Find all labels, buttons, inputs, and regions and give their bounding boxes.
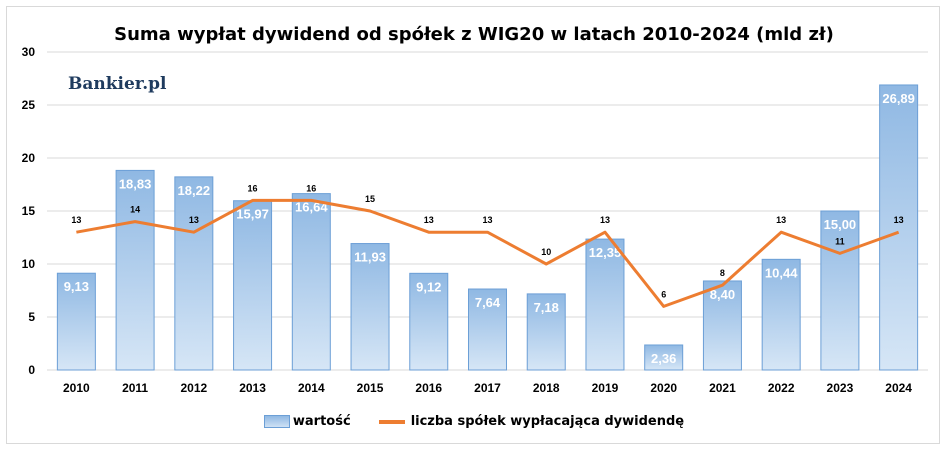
- bar: [409, 272, 449, 371]
- x-tick-label: 2017: [474, 381, 501, 395]
- x-tick-label: 2012: [180, 381, 207, 395]
- series-line: [76, 198, 900, 308]
- x-tick-label: 2011: [122, 381, 148, 395]
- line-value-label: 16: [248, 183, 258, 193]
- line-value-label: 13: [600, 215, 610, 225]
- bar-value-label: 12,35: [589, 245, 622, 260]
- y-tick-label: 20: [22, 151, 36, 165]
- bar: [291, 193, 331, 371]
- legend-label-bars: wartość: [292, 414, 351, 429]
- x-tick-label: 2013: [239, 381, 266, 395]
- x-tick-label: 2023: [827, 381, 854, 395]
- bar: [585, 238, 625, 371]
- bar-value-label: 18,83: [119, 176, 152, 191]
- bar-value-label: 7,64: [475, 295, 501, 310]
- bar-value-label: 7,18: [534, 300, 559, 315]
- bankier-logo: Bankier.pl: [68, 74, 167, 94]
- legend-label-line: liczba spółek wypłacająca dywidendę: [410, 414, 685, 429]
- bar: [820, 210, 860, 371]
- bar: [233, 200, 273, 371]
- line-value-label: 13: [482, 215, 492, 225]
- line-value-label: 13: [424, 215, 434, 225]
- y-tick-label: 10: [22, 257, 36, 271]
- bar-value-label: 8,40: [710, 287, 735, 302]
- x-tick-label: 2022: [768, 381, 795, 395]
- bar: [702, 280, 742, 371]
- x-tick-label: 2015: [357, 381, 384, 395]
- bar-value-label: 11,93: [354, 250, 386, 265]
- line-value-label: 6: [661, 289, 666, 299]
- y-tick-label: 0: [28, 363, 35, 377]
- x-tick-label: 2018: [533, 381, 560, 395]
- bar: [761, 258, 801, 371]
- bar-value-label: 15,00: [824, 217, 857, 232]
- bar-value-label: 9,13: [64, 279, 89, 294]
- bar-value-label: 26,89: [882, 91, 915, 106]
- legend-item-line: liczba spółek wypłacająca dywidendę: [378, 414, 685, 429]
- bar: [526, 293, 566, 371]
- x-tick-label: 2010: [63, 381, 90, 395]
- bar: [350, 243, 390, 371]
- bar-value-label: 2,36: [651, 351, 676, 366]
- y-tick-label: 5: [28, 310, 35, 324]
- chart-title: Suma wypłat dywidend od spółek z WIG20 w…: [114, 24, 834, 45]
- line-value-label: 13: [189, 215, 199, 225]
- line-value-label: 8: [720, 268, 725, 278]
- line-value-label: 14: [130, 205, 140, 215]
- bar: [468, 288, 507, 371]
- x-tick-label: 2020: [650, 381, 677, 395]
- legend-item-bars: wartość: [263, 414, 351, 429]
- line-value-label: 13: [776, 215, 786, 225]
- line-value-label: 16: [306, 183, 316, 193]
- line-value-label: 10: [541, 247, 551, 257]
- y-tick-label: 25: [22, 98, 36, 112]
- x-tick-label: 2024: [885, 381, 912, 395]
- bar: [644, 344, 684, 371]
- line-value-label: 15: [365, 194, 375, 204]
- x-tick-label: 2016: [415, 381, 442, 395]
- x-tick-label: 2014: [298, 381, 325, 395]
- bar-value-label: 15,97: [236, 207, 269, 222]
- bar-value-label: 18,22: [178, 183, 211, 198]
- legend-line-swatch: [378, 419, 405, 424]
- chart-legend: wartość liczba spółek wypłacająca dywide…: [0, 414, 948, 429]
- bar: [56, 272, 96, 371]
- line-value-label: 11: [835, 236, 845, 246]
- line-value-label: 13: [894, 215, 904, 225]
- bar: [879, 84, 919, 371]
- y-tick-label: 30: [22, 45, 36, 59]
- legend-bar-swatch: [263, 415, 290, 428]
- bar-value-label: 10,44: [765, 265, 798, 280]
- y-tick-label: 15: [22, 204, 36, 218]
- x-tick-label: 2019: [592, 381, 619, 395]
- bar-value-label: 9,12: [416, 279, 441, 294]
- bar: [174, 176, 214, 371]
- bar: [115, 169, 155, 371]
- x-tick-label: 2021: [709, 381, 736, 395]
- line-value-label: 13: [71, 215, 81, 225]
